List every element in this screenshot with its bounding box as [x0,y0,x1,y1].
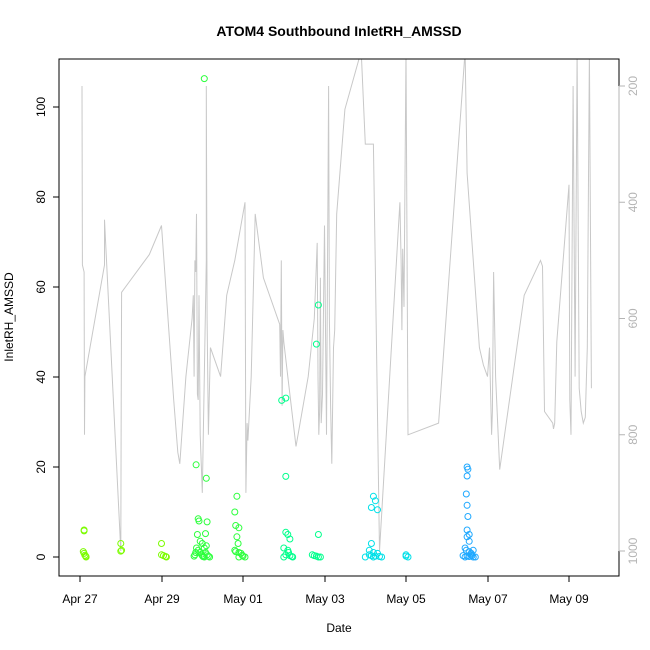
data-point [367,504,375,511]
data-point [231,508,239,516]
x-axis-label: Date [326,621,352,635]
data-point [312,340,320,348]
data-point [206,553,214,561]
data-point [202,542,210,550]
altitude-trace-line [81,59,592,552]
data-point [314,553,322,561]
data-point [233,492,241,500]
data-point [162,553,170,561]
x-tick-label: Apr 27 [62,592,98,606]
data-point [190,552,198,560]
data-point [282,551,290,559]
data-point [282,472,290,480]
data-point [204,552,212,560]
y2-tick-label: 200 [626,76,640,96]
data-point [459,552,467,560]
x-tick-label: May 07 [468,592,508,606]
data-point [465,531,473,538]
data-point [195,517,203,525]
data-point [118,546,126,554]
y-tick-label: 60 [34,280,48,294]
data-point [235,524,243,532]
data-point [284,531,292,538]
data-point [289,553,297,561]
trace-layer [81,59,592,552]
data-point [280,544,288,552]
data-point [463,533,471,541]
data-point [314,301,322,309]
data-point [465,537,473,545]
data-point [117,540,125,547]
data-point [378,553,386,561]
data-point [203,518,211,526]
y2-tick-label: 800 [626,424,640,444]
data-point [463,501,471,509]
data-point [469,553,477,561]
x-tick-label: May 05 [386,592,426,606]
data-point [202,474,210,482]
data-point [192,549,200,556]
data-point [234,540,242,547]
data-point [192,461,200,469]
data-point [233,533,241,541]
data-point [241,553,249,561]
data-point [198,540,206,547]
data-point [199,553,207,560]
data-point [371,497,379,505]
data-point [369,553,377,561]
y-tick-label: 100 [34,97,48,117]
data-point [464,513,472,520]
data-point [81,551,89,559]
y-axis-label: InletRH_AMSSD [2,272,16,362]
axes-layer: 0 20 40 60 80 100 200 400 600 800 1000 Apr 27 Apr 29… [34,58,640,606]
data-point [464,465,472,473]
y-tick-label: 0 [34,553,48,560]
data-point [374,506,381,514]
data-point [286,535,294,543]
data-point [314,531,322,538]
data-point [200,75,208,83]
data-point [231,546,239,554]
data-point [462,490,470,498]
y-tick-label: 80 [34,190,48,204]
data-point [200,544,208,552]
x-tick-label: May 03 [305,592,345,606]
data-point [402,552,410,560]
data-point [471,553,479,561]
data-point [463,526,471,534]
data-point [117,547,125,555]
points-layer [79,75,479,561]
data-point [469,546,477,554]
data-point [463,472,471,480]
y2-tick-label: 1000 [626,537,640,564]
data-point [193,531,201,538]
y2-tick-label: 600 [626,308,640,328]
y-tick-label: 40 [34,370,48,384]
y2-tick-label: 400 [626,192,640,212]
data-point [467,551,475,559]
data-point [202,530,209,538]
data-point [282,528,290,536]
data-point [361,553,369,561]
data-point [461,553,469,561]
data-point [369,492,377,500]
chart-title: ATOM4 Southbound InletRH_AMSSD [216,23,461,39]
data-point [278,396,286,404]
x-tick-label: Apr 29 [144,592,180,606]
y-tick-label: 20 [34,460,48,474]
data-point [82,553,90,561]
data-point [316,553,324,561]
data-point [158,540,165,547]
data-point [280,553,288,561]
x-tick-label: May 09 [549,592,589,606]
data-point [367,540,375,547]
data-point [80,527,88,535]
x-tick-label: May 01 [223,592,263,606]
data-point [196,537,204,545]
data-point [282,394,290,402]
